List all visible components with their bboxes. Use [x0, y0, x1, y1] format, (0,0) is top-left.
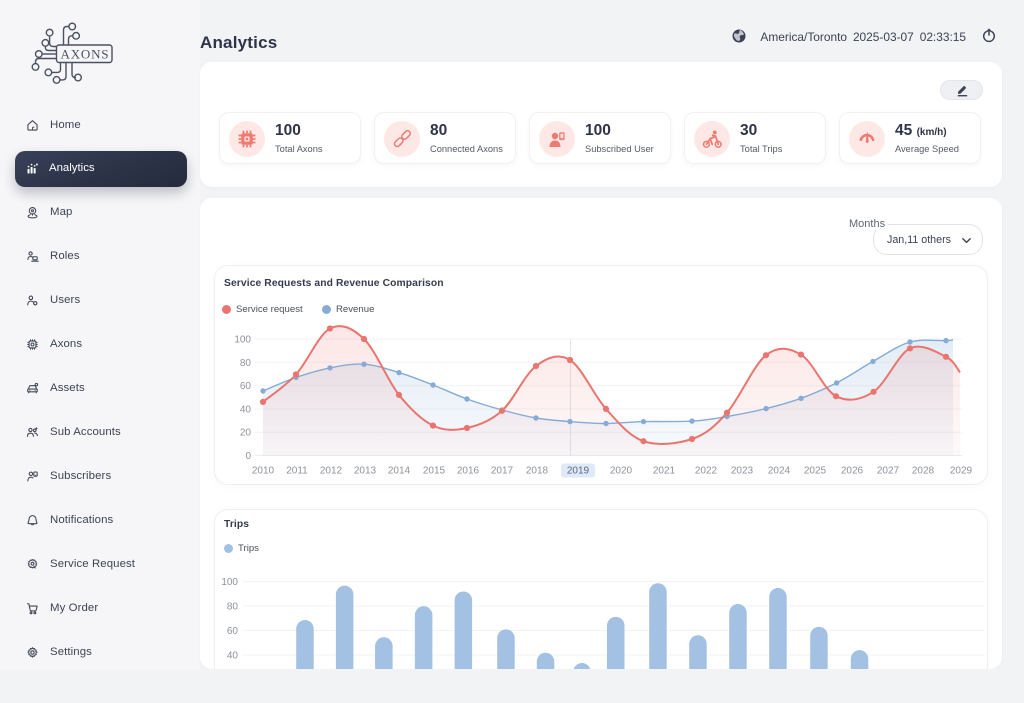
- svg-text:60: 60: [227, 626, 239, 637]
- svg-text:2021: 2021: [653, 466, 676, 477]
- svg-text:0: 0: [245, 451, 251, 462]
- svg-text:100: 100: [234, 335, 251, 346]
- svg-text:2015: 2015: [423, 466, 446, 477]
- svg-text:2027: 2027: [877, 466, 900, 477]
- svg-text:2017: 2017: [491, 466, 514, 477]
- svg-text:2020: 2020: [610, 466, 633, 477]
- svg-text:2025: 2025: [804, 466, 827, 477]
- svg-text:80: 80: [240, 358, 252, 369]
- svg-text:2026: 2026: [841, 466, 864, 477]
- svg-text:AXONS: AXONS: [61, 47, 110, 62]
- svg-text:80: 80: [227, 602, 239, 613]
- svg-text:2012: 2012: [320, 466, 343, 477]
- svg-text:2014: 2014: [388, 466, 411, 477]
- svg-text:40: 40: [240, 404, 252, 415]
- svg-text:2028: 2028: [912, 466, 935, 477]
- svg-text:100: 100: [221, 577, 238, 588]
- svg-text:20: 20: [240, 428, 252, 439]
- svg-text:2019: 2019: [567, 466, 590, 477]
- svg-text:60: 60: [240, 381, 252, 392]
- svg-text:2029: 2029: [950, 466, 973, 477]
- svg-text:2016: 2016: [457, 466, 480, 477]
- svg-text:2013: 2013: [354, 466, 377, 477]
- svg-text:2011: 2011: [286, 466, 308, 477]
- svg-text:2022: 2022: [695, 466, 718, 477]
- svg-text:2024: 2024: [768, 466, 791, 477]
- svg-text:2010: 2010: [252, 466, 275, 477]
- svg-text:2018: 2018: [526, 466, 549, 477]
- svg-text:2023: 2023: [731, 466, 754, 477]
- svg-text:40: 40: [227, 651, 239, 662]
